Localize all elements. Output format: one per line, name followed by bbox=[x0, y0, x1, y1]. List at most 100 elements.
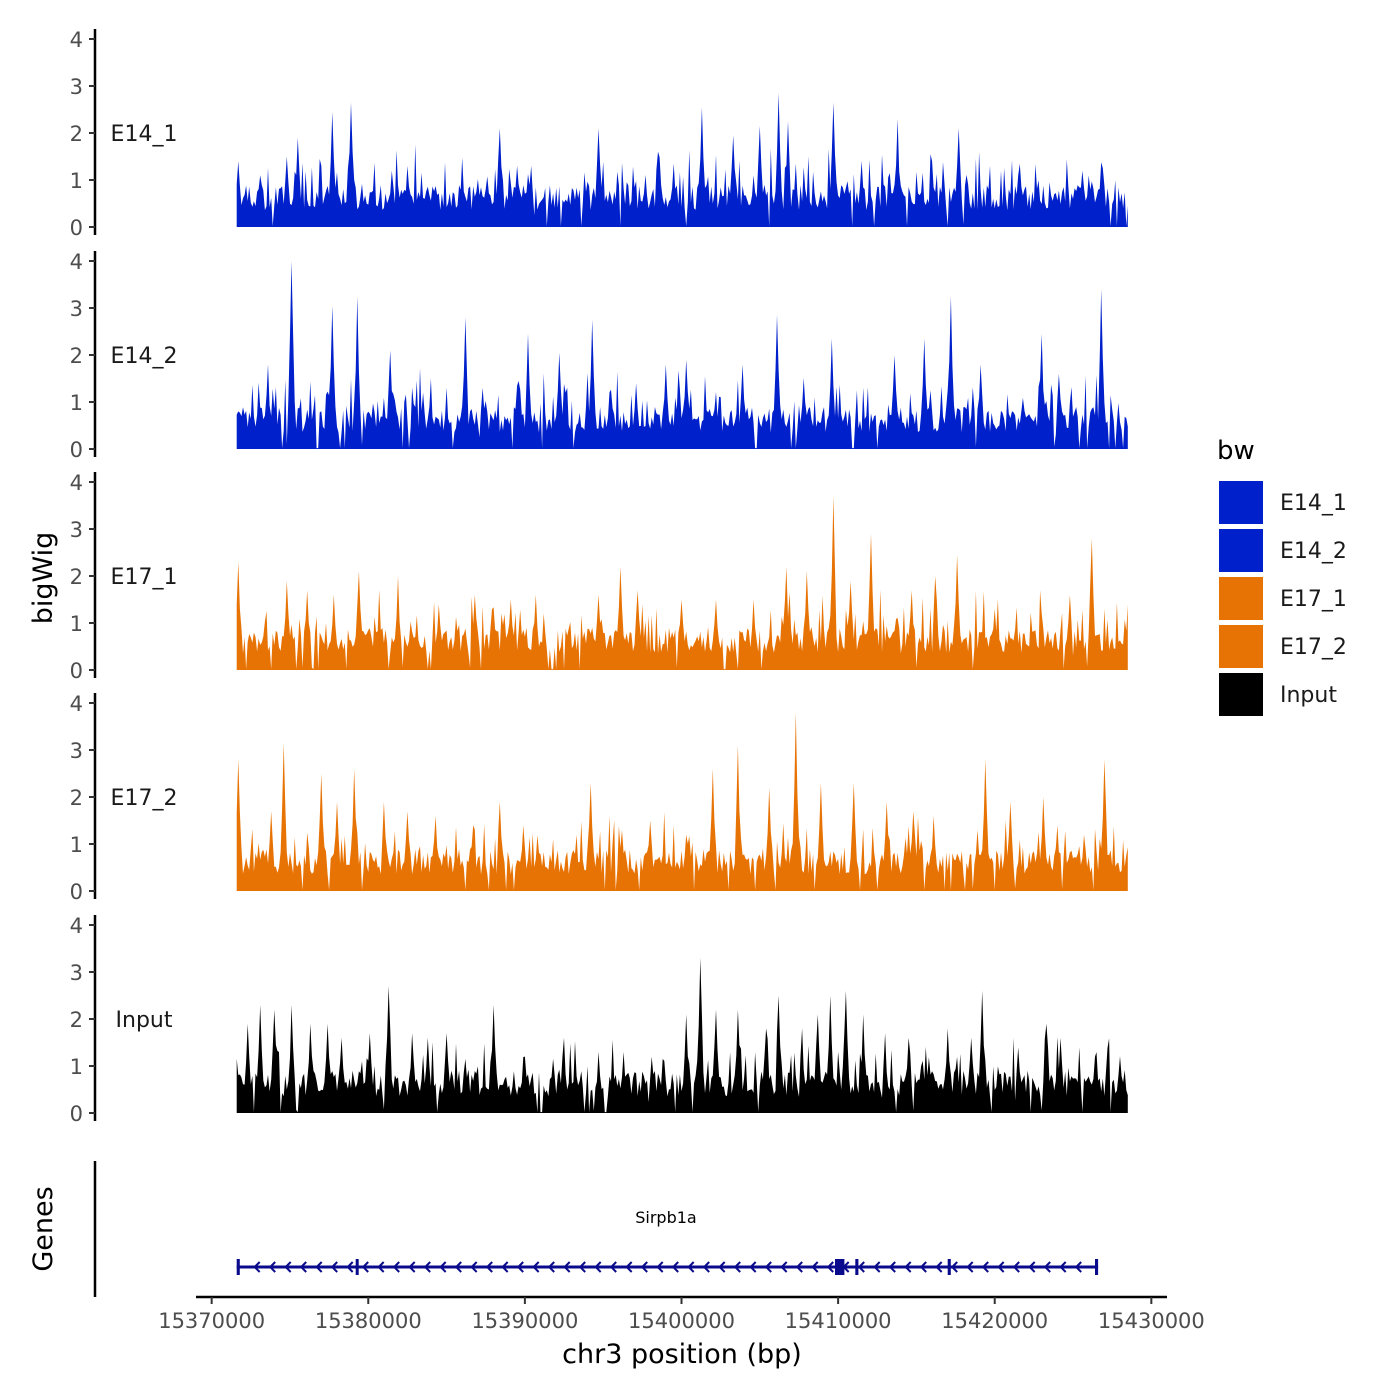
strand-arrow-41 bbox=[888, 1261, 896, 1273]
y-tick-label-e17-2-2: 2 bbox=[70, 786, 83, 810]
strand-arrow-53 bbox=[1074, 1261, 1082, 1273]
y-tick-label-e14-2-4: 4 bbox=[70, 250, 83, 274]
strand-arrow-31 bbox=[733, 1261, 741, 1273]
legend-label-e17-1: E17_1 bbox=[1280, 587, 1347, 612]
x-tick-label-15390000: 15390000 bbox=[471, 1309, 578, 1333]
gene-name-label: Sirpb1a bbox=[635, 1208, 696, 1227]
strand-arrow-16 bbox=[501, 1261, 509, 1273]
gene-exon-5 bbox=[1095, 1259, 1099, 1275]
strand-arrow-34 bbox=[780, 1261, 788, 1273]
legend-entry-e17-1: E17_1 bbox=[1219, 577, 1347, 620]
strand-arrow-28 bbox=[687, 1261, 695, 1273]
legend-entry-e17-2: E17_2 bbox=[1219, 625, 1347, 668]
strand-arrow-26 bbox=[656, 1261, 664, 1273]
y-tick-label-e17-1-0: 0 bbox=[70, 659, 83, 683]
strand-arrow-40 bbox=[873, 1261, 881, 1273]
strand-arrow-39 bbox=[857, 1261, 865, 1273]
strand-arrow-10 bbox=[408, 1261, 416, 1273]
y-tick-label-e17-1-4: 4 bbox=[70, 471, 83, 495]
x-tick-label-15380000: 15380000 bbox=[315, 1309, 422, 1333]
strand-arrow-50 bbox=[1028, 1261, 1036, 1273]
y-tick-label-e17-1-2: 2 bbox=[70, 565, 83, 589]
legend-entry-e14-2: E14_2 bbox=[1219, 529, 1347, 572]
tracks: 0 1 2 3 4 E14_1 0 1 2 3 4 E14_2 0 1 2 3 4 E17_1 0 1 2 3 4 E17_2… bbox=[70, 28, 1128, 1126]
strand-arrow-0 bbox=[253, 1261, 261, 1273]
x-axis-title: chr3 position (bp) bbox=[562, 1339, 802, 1370]
strand-arrow-22 bbox=[594, 1261, 602, 1273]
legend-swatch-e14-1 bbox=[1219, 481, 1263, 524]
strand-arrow-13 bbox=[454, 1261, 462, 1273]
y-tick-label-e14-1-3: 3 bbox=[70, 75, 83, 99]
strand-arrow-12 bbox=[439, 1261, 447, 1273]
y-tick-label-input-0: 0 bbox=[70, 1102, 83, 1126]
legend-label-input: Input bbox=[1280, 683, 1337, 708]
signal-area-e17-1 bbox=[236, 496, 1128, 670]
strand-arrow-46 bbox=[966, 1261, 974, 1273]
strand-arrow-11 bbox=[423, 1261, 431, 1273]
strand-arrow-19 bbox=[547, 1261, 555, 1273]
signal-area-input bbox=[236, 957, 1128, 1113]
strand-arrow-1 bbox=[268, 1261, 276, 1273]
y-axis-title: bigWig bbox=[28, 532, 59, 625]
strand-arrow-18 bbox=[532, 1261, 540, 1273]
track-input: 0 1 2 3 4 Input bbox=[70, 914, 1128, 1126]
strand-arrow-51 bbox=[1043, 1261, 1051, 1273]
y-tick-label-e14-2-2: 2 bbox=[70, 344, 83, 368]
y-tick-label-e17-2-3: 3 bbox=[70, 739, 83, 763]
strand-arrow-2 bbox=[284, 1261, 292, 1273]
legend-entry-e14-1: E14_1 bbox=[1219, 481, 1347, 524]
strand-arrow-15 bbox=[485, 1261, 493, 1273]
legend-swatch-e17-1 bbox=[1219, 577, 1263, 620]
gene-exon-3 bbox=[855, 1259, 859, 1275]
track-label-e17-1: E17_1 bbox=[111, 565, 178, 590]
legend-swatch-input bbox=[1219, 673, 1263, 716]
y-tick-label-input-1: 1 bbox=[70, 1055, 83, 1079]
strand-arrow-33 bbox=[764, 1261, 772, 1273]
strand-arrow-20 bbox=[563, 1261, 571, 1273]
x-tick-label-15370000: 15370000 bbox=[158, 1309, 265, 1333]
track-e14-2: 0 1 2 3 4 E14_2 bbox=[70, 250, 1128, 462]
legend-entry-input: Input bbox=[1219, 673, 1337, 716]
y-tick-label-e14-2-3: 3 bbox=[70, 297, 83, 321]
y-tick-label-e14-1-2: 2 bbox=[70, 122, 83, 146]
legend-swatch-e14-2 bbox=[1219, 529, 1263, 572]
x-tick-label-15400000: 15400000 bbox=[628, 1309, 735, 1333]
y-tick-label-e17-2-4: 4 bbox=[70, 692, 83, 716]
track-label-e17-2: E17_2 bbox=[111, 786, 178, 811]
strand-arrow-52 bbox=[1059, 1261, 1067, 1273]
strand-arrow-6 bbox=[346, 1261, 354, 1273]
x-tick-label-15410000: 15410000 bbox=[785, 1309, 892, 1333]
y-tick-label-input-3: 3 bbox=[70, 961, 83, 985]
y-tick-label-e14-2-0: 0 bbox=[70, 438, 83, 462]
strand-arrow-23 bbox=[609, 1261, 617, 1273]
signal-area-e14-2 bbox=[236, 261, 1128, 449]
legend-title: bw bbox=[1217, 436, 1255, 466]
track-e17-1: 0 1 2 3 4 E17_1 bbox=[70, 471, 1128, 683]
gene-exon-0 bbox=[236, 1259, 240, 1275]
strand-arrow-48 bbox=[997, 1261, 1005, 1273]
strand-arrow-43 bbox=[919, 1261, 927, 1273]
strand-arrow-35 bbox=[795, 1261, 803, 1273]
y-tick-label-input-2: 2 bbox=[70, 1008, 83, 1032]
gene-exon-1 bbox=[355, 1259, 359, 1275]
y-tick-label-e14-2-1: 1 bbox=[70, 391, 83, 415]
y-tick-label-e17-1-3: 3 bbox=[70, 518, 83, 542]
x-tick-label-15420000: 15420000 bbox=[941, 1309, 1048, 1333]
legend-label-e14-2: E14_2 bbox=[1280, 539, 1347, 564]
strand-arrow-44 bbox=[935, 1261, 943, 1273]
track-label-input: Input bbox=[116, 1008, 173, 1033]
legend-label-e14-1: E14_1 bbox=[1280, 491, 1347, 516]
track-label-e14-1: E14_1 bbox=[111, 122, 178, 147]
track-e17-2: 0 1 2 3 4 E17_2 bbox=[70, 692, 1128, 904]
strand-arrow-9 bbox=[392, 1261, 400, 1273]
y-tick-label-e14-1-1: 1 bbox=[70, 169, 83, 193]
y-tick-label-e17-1-1: 1 bbox=[70, 612, 83, 636]
signal-area-e14-1 bbox=[236, 93, 1128, 227]
strand-arrow-14 bbox=[470, 1261, 478, 1273]
strand-arrow-45 bbox=[950, 1261, 958, 1273]
legend-label-e17-2: E17_2 bbox=[1280, 635, 1347, 660]
legend-swatch-e17-2 bbox=[1219, 625, 1263, 668]
genes-panel-title: Genes bbox=[28, 1186, 59, 1271]
gene-exon-2 bbox=[835, 1259, 845, 1275]
strand-arrow-4 bbox=[315, 1261, 323, 1273]
